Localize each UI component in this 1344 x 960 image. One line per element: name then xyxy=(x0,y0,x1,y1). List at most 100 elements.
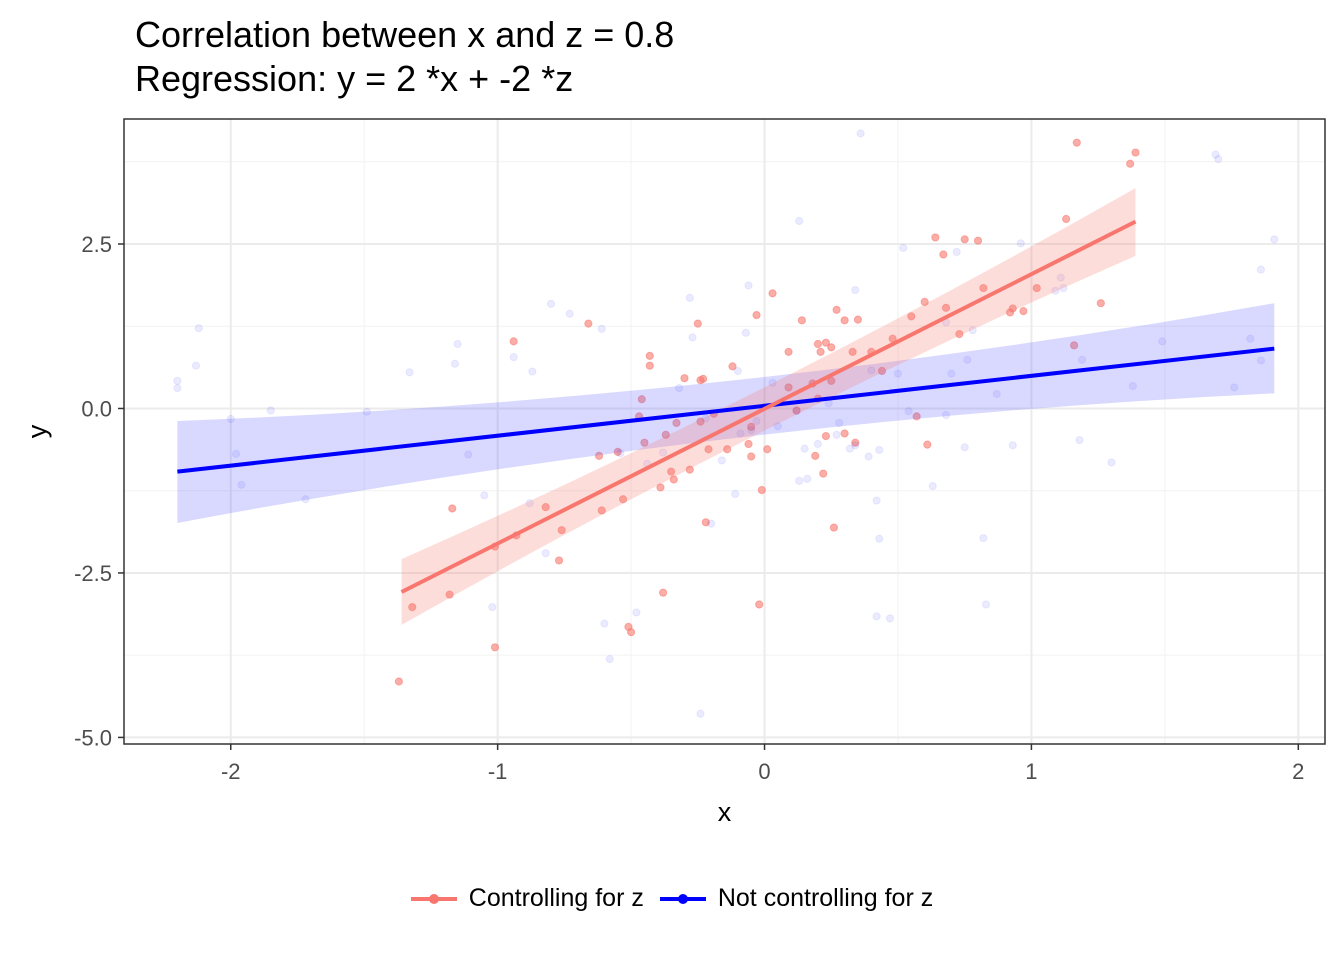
data-point-not-controlling xyxy=(851,285,860,295)
data-point-controlling xyxy=(704,445,713,454)
data-point-not-controlling xyxy=(450,359,460,368)
data-point-not-controlling xyxy=(856,129,865,138)
data-point-not-controlling xyxy=(1256,265,1266,274)
data-point-controlling xyxy=(792,406,801,415)
data-point-not-controlling xyxy=(717,456,726,465)
data-point-not-controlling xyxy=(237,480,246,489)
data-point-not-controlling xyxy=(747,426,756,435)
data-point-controlling xyxy=(669,475,678,484)
data-point-controlling xyxy=(490,643,500,652)
data-point-not-controlling xyxy=(194,324,203,333)
data-point-not-controlling xyxy=(1211,150,1220,159)
data-point-not-controlling xyxy=(893,369,903,378)
data-point-not-controlling xyxy=(605,655,614,664)
data-point-controlling xyxy=(907,312,916,321)
data-point-not-controlling xyxy=(731,489,740,499)
data-point-not-controlling xyxy=(525,499,534,508)
data-point-not-controlling xyxy=(835,418,844,428)
data-point-controlling xyxy=(659,588,668,597)
data-point-controlling xyxy=(912,412,921,421)
data-point-controlling xyxy=(448,504,457,513)
data-point-not-controlling xyxy=(173,376,182,385)
data-point-not-controlling xyxy=(301,495,310,504)
data-point-not-controlling xyxy=(768,378,777,387)
data-point-controlling xyxy=(797,316,806,325)
x-axis-title: x xyxy=(718,797,732,827)
data-point-not-controlling xyxy=(1059,283,1068,293)
data-point-controlling xyxy=(763,445,772,454)
data-point-controlling xyxy=(645,361,654,370)
data-point-not-controlling xyxy=(541,549,550,558)
data-point-controlling xyxy=(1072,138,1081,147)
data-point-not-controlling xyxy=(981,600,991,609)
data-point-not-controlling xyxy=(904,407,913,416)
data-point-not-controlling xyxy=(1107,458,1116,467)
fit-line-controlling xyxy=(400,219,1137,594)
legend-item-not-controlling: Not controlling for z xyxy=(659,884,934,913)
data-point-controlling xyxy=(829,523,839,532)
data-point-controlling xyxy=(1005,308,1015,317)
data-point-not-controlling xyxy=(800,444,809,453)
data-point-controlling xyxy=(1070,341,1079,350)
data-point-not-controlling xyxy=(947,369,956,378)
data-point-not-controlling xyxy=(872,612,881,621)
data-point-not-controlling xyxy=(795,476,804,485)
data-point-controlling xyxy=(554,556,564,565)
data-point-controlling xyxy=(757,485,766,495)
data-point-controlling xyxy=(626,628,636,637)
data-point-controlling xyxy=(744,439,753,449)
data-point-not-controlling xyxy=(632,608,641,617)
data-point-not-controlling xyxy=(875,445,884,455)
data-point-not-controlling xyxy=(875,534,884,543)
x-tick-label: -1 xyxy=(488,759,508,784)
data-point-controlling xyxy=(840,316,849,325)
data-point-not-controlling xyxy=(453,339,462,349)
data-point-controlling xyxy=(661,430,670,439)
data-point-not-controlling xyxy=(509,353,518,362)
data-point-controlling xyxy=(618,495,628,504)
data-point-not-controlling xyxy=(600,619,609,628)
data-point-not-controlling xyxy=(696,709,705,718)
legend-key-controlling xyxy=(410,889,457,909)
data-point-not-controlling xyxy=(872,496,881,505)
plot-border xyxy=(123,118,1326,745)
data-point-not-controlling xyxy=(231,449,241,458)
data-point-not-controlling xyxy=(528,367,537,376)
data-point-controlling xyxy=(821,338,831,347)
data-point-not-controlling xyxy=(1056,273,1065,282)
data-point-controlling xyxy=(827,343,836,352)
data-point-not-controlling xyxy=(928,482,937,491)
data-point-controlling xyxy=(408,603,417,612)
data-point-not-controlling xyxy=(173,383,182,393)
data-point-controlling xyxy=(584,319,593,328)
data-point-not-controlling xyxy=(979,533,988,543)
data-point-controlling xyxy=(701,518,710,527)
legend-label-not-controlling: Not controlling for z xyxy=(717,884,934,912)
legend-dot-not-controlling xyxy=(677,893,688,904)
data-point-controlling xyxy=(699,374,708,383)
data-point-not-controlling xyxy=(773,422,782,431)
data-point-controlling xyxy=(667,467,676,476)
data-point-not-controlling xyxy=(546,299,556,308)
data-point-not-controlling xyxy=(191,361,201,370)
data-point-controlling xyxy=(853,315,863,324)
data-point-controlling xyxy=(819,469,828,478)
data-point-controlling xyxy=(509,337,518,346)
data-point-not-controlling xyxy=(405,368,414,377)
chart-title-line-2: Regression: y = 2 *x + -2 *z xyxy=(135,58,574,99)
data-point-controlling xyxy=(848,347,857,356)
x-tick-label: 1 xyxy=(1025,759,1037,784)
data-point-not-controlling xyxy=(741,328,750,337)
data-point-controlling xyxy=(931,233,940,242)
data-point-controlling xyxy=(920,297,929,306)
data-point-not-controlling xyxy=(813,439,823,449)
y-tick-label: -2.5 xyxy=(74,561,112,586)
data-point-not-controlling xyxy=(744,281,753,290)
data-point-not-controlling xyxy=(867,366,876,375)
scatter-plot: -2 -1 0 1 2 -5.0 -2.5 0.0 2.5 x y xyxy=(22,118,1326,827)
data-point-controlling xyxy=(693,319,702,328)
data-point-controlling xyxy=(811,451,820,460)
data-point-controlling xyxy=(979,283,988,293)
data-point-not-controlling xyxy=(659,448,668,457)
data-point-controlling xyxy=(685,465,694,474)
